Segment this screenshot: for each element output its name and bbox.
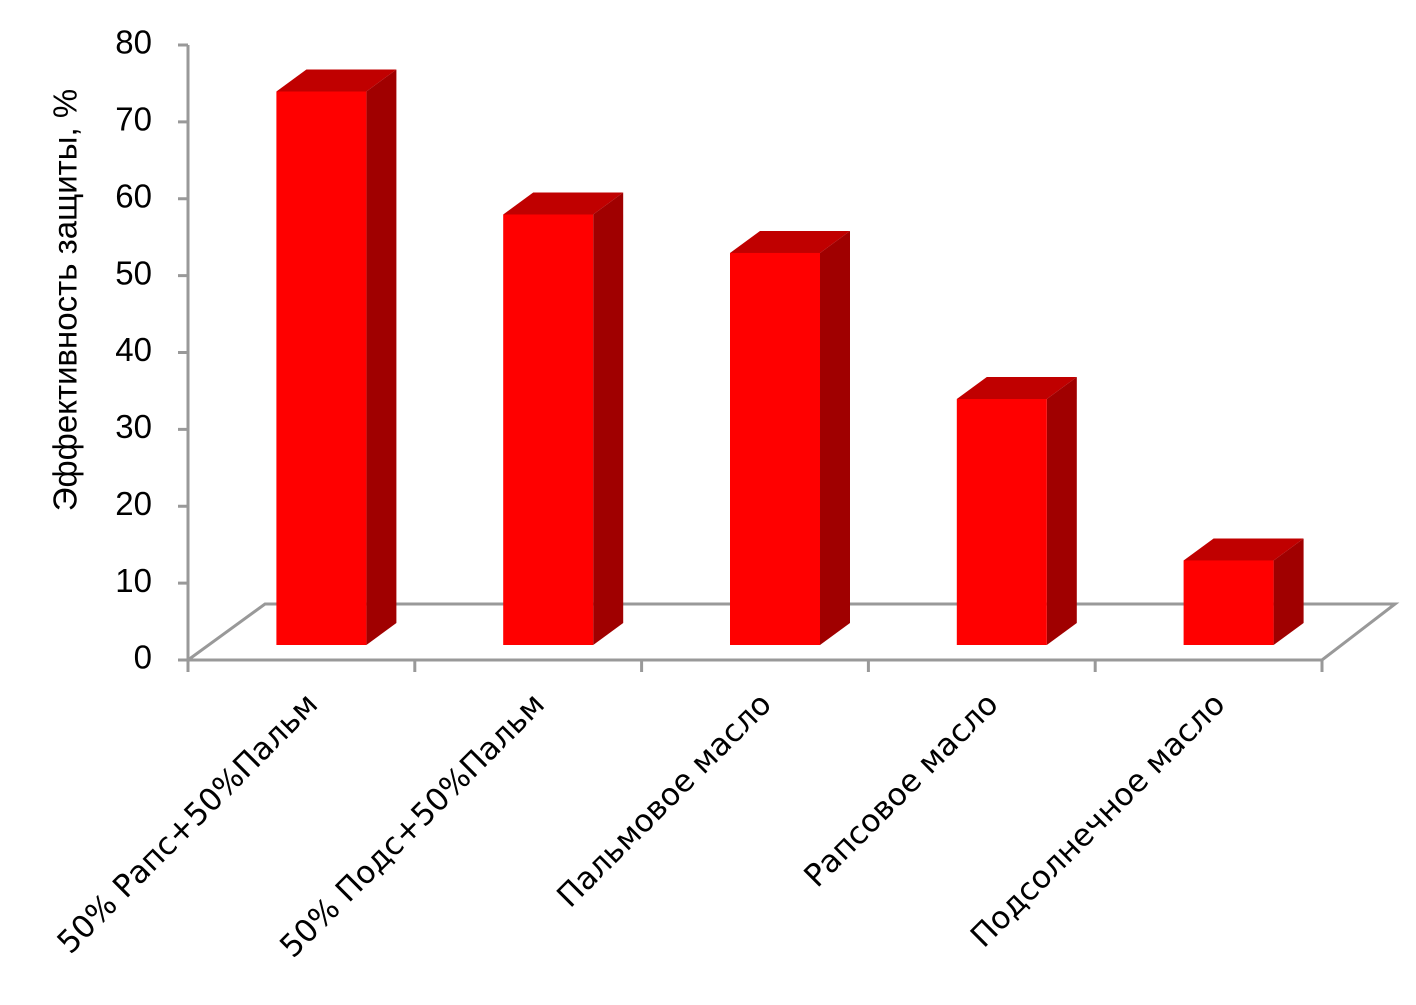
bar-front	[956, 399, 1047, 645]
y-tick-label: 50	[115, 254, 152, 291]
x-tick-label: 50% Рапс+50%Пальм	[50, 686, 325, 961]
y-tick-label: 0	[134, 639, 152, 676]
x-tick-label: 50% Подс+50%Пальм	[273, 686, 552, 965]
y-tick-label: 70	[115, 101, 152, 138]
bar-top	[956, 377, 1077, 399]
y-tick-label: 10	[115, 562, 152, 599]
bar-side	[366, 69, 397, 645]
bar	[1183, 538, 1304, 645]
bar-side	[820, 230, 850, 645]
y-tick-label: 40	[115, 331, 152, 368]
y-tick-label: 30	[115, 408, 152, 445]
bar-front	[276, 91, 367, 645]
bar-top	[276, 69, 397, 92]
y-tick-label: 80	[115, 24, 152, 61]
bar-front	[730, 252, 820, 645]
floor-outline	[187, 602, 1400, 662]
bar-top	[1183, 538, 1304, 561]
bar	[503, 192, 624, 645]
x-tick-label: Подсолнечное масло	[964, 686, 1232, 954]
bar-side	[1273, 538, 1304, 645]
bar	[276, 69, 397, 645]
x-tick-label: Пальмовое масло	[550, 686, 778, 914]
bar	[730, 230, 850, 645]
bar-front	[1183, 560, 1274, 645]
bar-top	[503, 192, 624, 215]
y-tick-label: 60	[115, 177, 152, 214]
bar-side	[593, 192, 624, 645]
bar	[956, 377, 1077, 645]
y-tick-label: 20	[115, 485, 152, 522]
bar-side	[1046, 377, 1077, 645]
bar-front	[503, 214, 594, 645]
bar-top	[730, 230, 850, 253]
y-axis-label: Эффективность защиты, %	[47, 89, 84, 511]
x-tick-label: Рапсовое масло	[797, 686, 1005, 894]
